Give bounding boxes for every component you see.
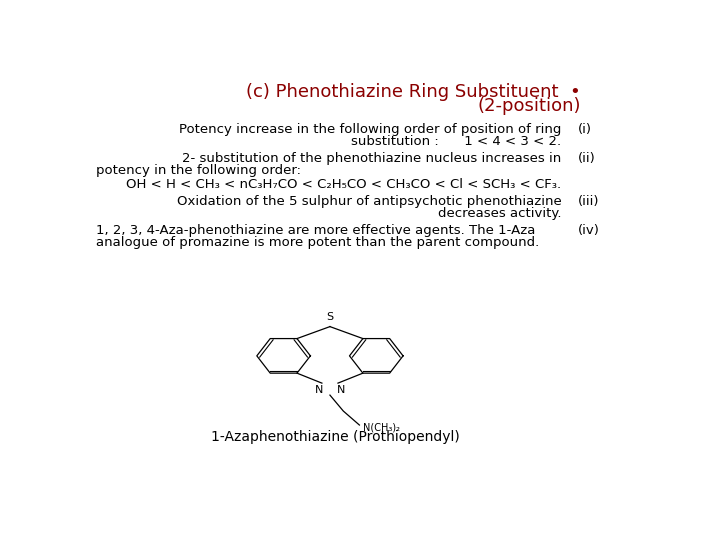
Text: analogue of promazine is more potent than the parent compound.: analogue of promazine is more potent tha… (96, 237, 539, 249)
Text: N: N (315, 385, 323, 395)
Text: 1, 2, 3, 4-Aza-phenothiazine are more effective agents. The 1-Aza: 1, 2, 3, 4-Aza-phenothiazine are more ef… (96, 224, 535, 237)
Text: Potency increase in the following order of position of ring: Potency increase in the following order … (179, 123, 562, 136)
Text: (ii): (ii) (578, 152, 596, 165)
Text: (i): (i) (578, 123, 593, 136)
Text: (2-position): (2-position) (477, 97, 581, 116)
Text: N: N (337, 385, 346, 395)
Text: 2- substitution of the phenothiazine nucleus increases in: 2- substitution of the phenothiazine nuc… (182, 152, 562, 165)
Text: (iv): (iv) (578, 224, 600, 237)
Text: decreases activity.: decreases activity. (438, 207, 562, 220)
Text: (iii): (iii) (578, 195, 600, 208)
Text: substitution :      1 < 4 < 3 < 2.: substitution : 1 < 4 < 3 < 2. (351, 135, 562, 148)
Text: potency in the following order:: potency in the following order: (96, 164, 300, 177)
Text: (c) Phenothiazine Ring Substituent  •: (c) Phenothiazine Ring Substituent • (246, 83, 581, 101)
Text: S: S (326, 312, 333, 322)
Text: 1-Azaphenothiazine (Prothiopendyl): 1-Azaphenothiazine (Prothiopendyl) (211, 430, 460, 444)
Text: OH < H < CH₃ < nC₃H₇CO < C₂H₅CO < CH₃CO < Cl < SCH₃ < CF₃.: OH < H < CH₃ < nC₃H₇CO < C₂H₅CO < CH₃CO … (127, 178, 562, 191)
Text: N(CH₃)₂: N(CH₃)₂ (364, 422, 400, 432)
Text: Oxidation of the 5 sulphur of antipsychotic phenothiazine: Oxidation of the 5 sulphur of antipsycho… (177, 195, 562, 208)
